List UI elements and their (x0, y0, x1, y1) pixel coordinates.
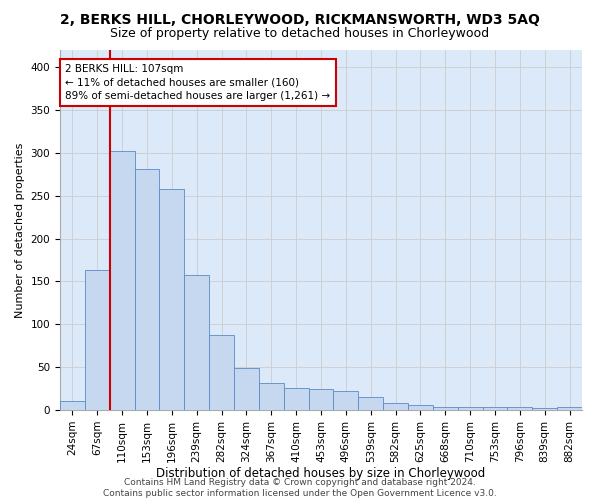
Bar (184, 274, 209, 410)
Bar (110, 151, 134, 410)
Bar (85, 270, 110, 410)
Text: 2 BERKS HILL: 107sqm
← 11% of detached houses are smaller (160)
89% of semi-deta: 2 BERKS HILL: 107sqm ← 11% of detached h… (65, 64, 331, 101)
Text: 2, BERKS HILL, CHORLEYWOOD, RICKMANSWORTH, WD3 5AQ: 2, BERKS HILL, CHORLEYWOOD, RICKMANSWORT… (60, 12, 540, 26)
X-axis label: Distribution of detached houses by size in Chorleywood: Distribution of detached houses by size … (157, 468, 485, 480)
Text: Contains HM Land Registry data © Crown copyright and database right 2024.
Contai: Contains HM Land Registry data © Crown c… (103, 478, 497, 498)
Bar (458, 406, 482, 410)
Bar (408, 405, 433, 410)
Bar (259, 384, 284, 410)
Bar (308, 388, 334, 410)
Bar (508, 408, 532, 410)
Text: Size of property relative to detached houses in Chorleywood: Size of property relative to detached ho… (110, 28, 490, 40)
Bar (383, 403, 408, 410)
Bar (532, 408, 557, 410)
Bar (60, 402, 85, 410)
Y-axis label: Number of detached properties: Number of detached properties (15, 142, 25, 318)
Bar (209, 334, 234, 410)
Bar (284, 388, 308, 410)
Bar (557, 408, 582, 410)
Bar (334, 391, 358, 410)
Bar (160, 189, 184, 410)
Bar (433, 406, 458, 410)
Bar (234, 368, 259, 410)
Bar (134, 169, 160, 410)
Bar (358, 397, 383, 410)
Bar (482, 408, 508, 410)
